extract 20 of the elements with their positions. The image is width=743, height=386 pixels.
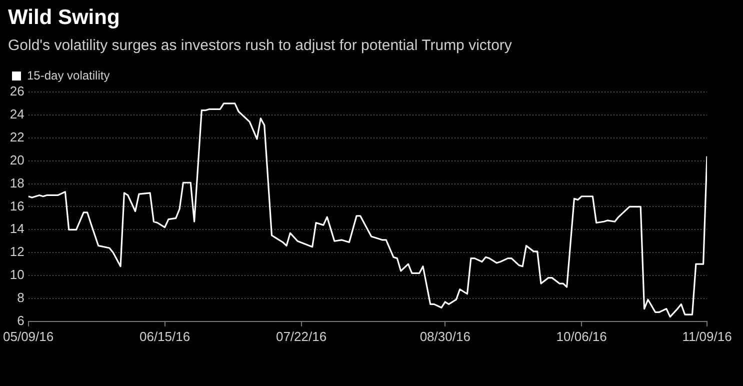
x-tick-label: 06/15/16 <box>139 328 190 344</box>
y-tick-label: 10 <box>10 267 24 282</box>
x-tick-label: 10/06/16 <box>556 328 607 344</box>
y-tick-label: 8 <box>17 290 24 306</box>
y-tick-label: 12 <box>10 244 24 260</box>
x-tick-label: 11/09/16 <box>682 328 732 344</box>
y-tick-label: 18 <box>10 175 24 190</box>
chart-subtitle: Gold's volatility surges as investors rush to adjust for potential Trump victory <box>8 37 512 54</box>
chart-title: Wild Swing <box>8 6 120 30</box>
legend-label: 15-day volatility <box>27 68 110 82</box>
y-tick-label: 22 <box>10 129 24 144</box>
x-tick-label: 05/09/16 <box>2 328 54 344</box>
x-tick-label: 08/30/16 <box>420 328 470 344</box>
x-tick-label: 07/22/16 <box>276 328 327 344</box>
y-tick-label: 26 <box>10 84 24 99</box>
y-tick-label: 14 <box>10 221 24 236</box>
y-tick-label: 24 <box>10 106 24 122</box>
y-tick-label: 16 <box>10 198 24 214</box>
y-tick-label: 20 <box>10 152 24 168</box>
y-tick-label: 6 <box>17 312 24 328</box>
